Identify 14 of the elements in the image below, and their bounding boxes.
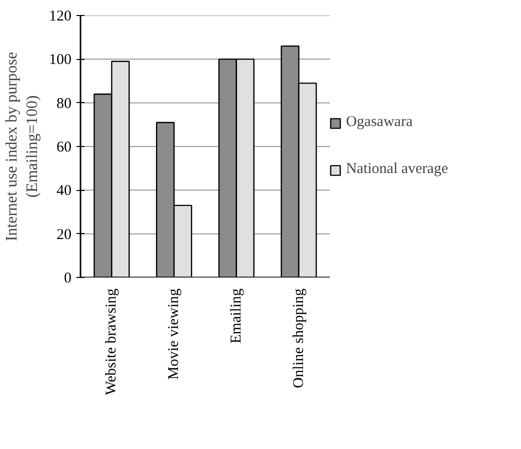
- x-tick-label: Movie viewing: [166, 288, 182, 380]
- y-tick-label: 120: [49, 8, 72, 24]
- legend-label: Ogasawara: [346, 114, 413, 131]
- y-tick-label: 0: [64, 270, 72, 286]
- y-tick-label: 60: [56, 140, 72, 156]
- legend-label: National average: [346, 161, 448, 178]
- y-tick-label: 40: [56, 183, 72, 200]
- y-axis-title: Internet use index by purpose (Emailing=100): [4, 52, 41, 242]
- y-tick-label: 100: [49, 52, 72, 68]
- y-tick-label: 80: [56, 96, 72, 112]
- x-tick-label: Emailing: [228, 288, 244, 344]
- x-tick-label: Website brawsing: [104, 288, 120, 396]
- x-tick-label: Online shopping: [290, 288, 307, 388]
- y-tick-label: 20: [56, 226, 72, 243]
